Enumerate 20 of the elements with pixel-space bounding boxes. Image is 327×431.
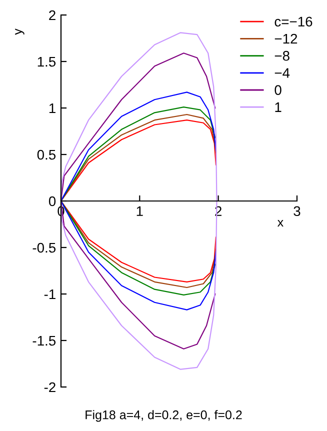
y-tick-label: -2 — [44, 382, 56, 392]
text: Fig18 a=4, d=0.2, e=0, f=0.2 — [86, 410, 242, 422]
y-tick-label: 0 — [48, 196, 56, 206]
legend-label: c=−16 — [274, 16, 312, 27]
y-tick-label: 0.5 — [37, 150, 56, 160]
y-tick-label: 1 — [49, 103, 56, 114]
y-tick-label: -0.5 — [32, 242, 56, 253]
y-tick-label: 2 — [49, 10, 56, 20]
legend-label: −8 — [274, 50, 290, 61]
x-axis-title: x — [277, 220, 284, 227]
legend-label: 1 — [275, 102, 282, 112]
legend-label: −12 — [274, 34, 298, 44]
legend-label: −4 — [274, 68, 290, 78]
y-tick-label: 1.5 — [38, 56, 56, 67]
y-tick-label: -1 — [44, 289, 56, 300]
x-tick-label: 1 — [136, 206, 143, 216]
y-tick-label: -1.5 — [32, 336, 56, 346]
x-tick-label: 3 — [294, 206, 300, 216]
legend-label: 0 — [274, 85, 282, 95]
y-axis-title: y — [15, 28, 24, 35]
